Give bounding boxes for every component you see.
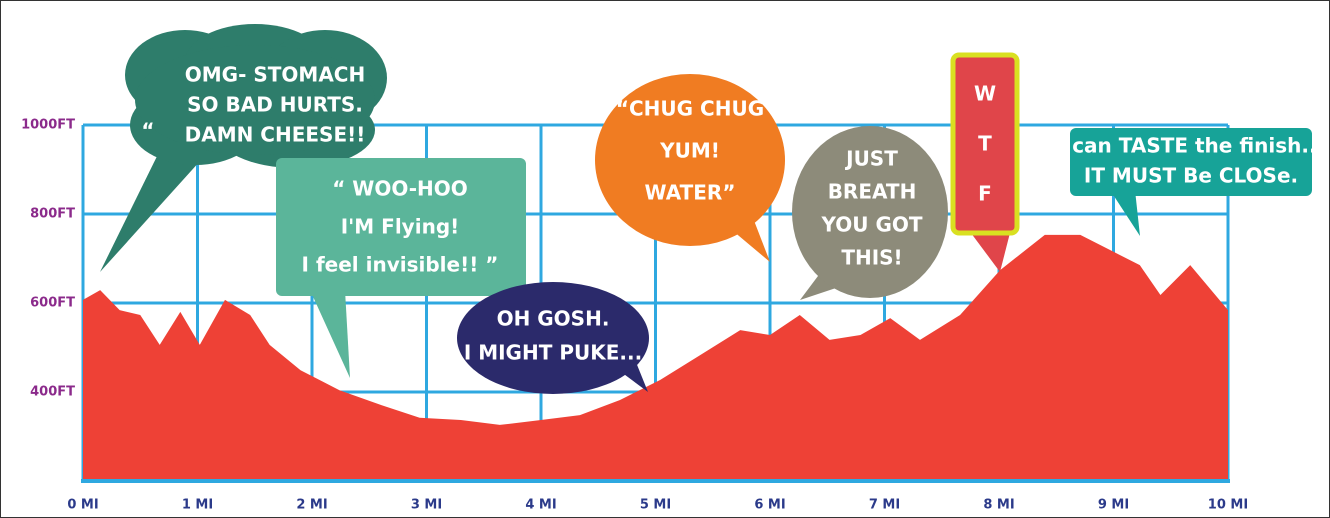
bubble-text: T — [978, 132, 992, 156]
bubble-text: W — [974, 82, 996, 106]
y-tick-label: 800FT — [30, 207, 75, 222]
bubble-text: I'M Flying! — [341, 215, 460, 239]
x-tick-label: 0 MI — [67, 498, 98, 513]
bubble-text: SO BAD HURTS. — [187, 93, 363, 117]
y-tick-label: 1000FT — [21, 118, 75, 133]
x-tick-label: 5 MI — [640, 498, 671, 513]
bubble-text: “ WOO-HOO — [332, 177, 468, 201]
bubble-text: I feel invisible!! ” — [302, 253, 499, 277]
x-tick-label: 10 MI — [1208, 498, 1248, 513]
y-tick-label: 400FT — [30, 385, 75, 400]
bubble-text: “CHUG CHUG — [616, 97, 764, 121]
bubble-text: I MIGHT PUKE... — [464, 341, 642, 365]
bubble-text: YOU GOT — [820, 213, 922, 237]
bubble-text: F — [978, 182, 992, 206]
bubble-body — [457, 282, 649, 394]
bubble-text: YUM! — [659, 139, 720, 163]
x-tick-label: 8 MI — [983, 498, 1014, 513]
x-tick-label: 7 MI — [869, 498, 900, 513]
x-tick-label: 9 MI — [1098, 498, 1129, 513]
x-tick-label: 3 MI — [411, 498, 442, 513]
bubble-text: OMG- STOMACH — [185, 63, 365, 87]
bubble-text: THIS! — [841, 246, 902, 270]
speech-bubble: OH GOSH. I MIGHT PUKE... — [457, 282, 649, 394]
y-tick-label: 600FT — [30, 296, 75, 311]
chart: 400FT 600FT 800FT 1000FT 0 MI 1 MI 2 MI 3 MI 4 M… — [0, 0, 1330, 518]
bubble-text: WATER” — [645, 181, 736, 205]
x-tick-label: 2 MI — [296, 498, 327, 513]
x-tick-label: 1 MI — [182, 498, 213, 513]
x-tick-label: 4 MI — [525, 498, 556, 513]
bubble-text: I can TASTE the finish... — [1058, 134, 1324, 158]
bubble-text: DAMN CHEESE!! — [185, 123, 366, 147]
bubble-quote: “ — [141, 119, 154, 143]
bubble-text: OH GOSH. — [497, 307, 610, 331]
bubble-text: BREATH — [828, 180, 917, 204]
x-tick-label: 6 MI — [754, 498, 785, 513]
bubble-text: JUST — [844, 147, 898, 171]
bubble-text: IT MUST Be CLOSe. — [1084, 164, 1298, 188]
